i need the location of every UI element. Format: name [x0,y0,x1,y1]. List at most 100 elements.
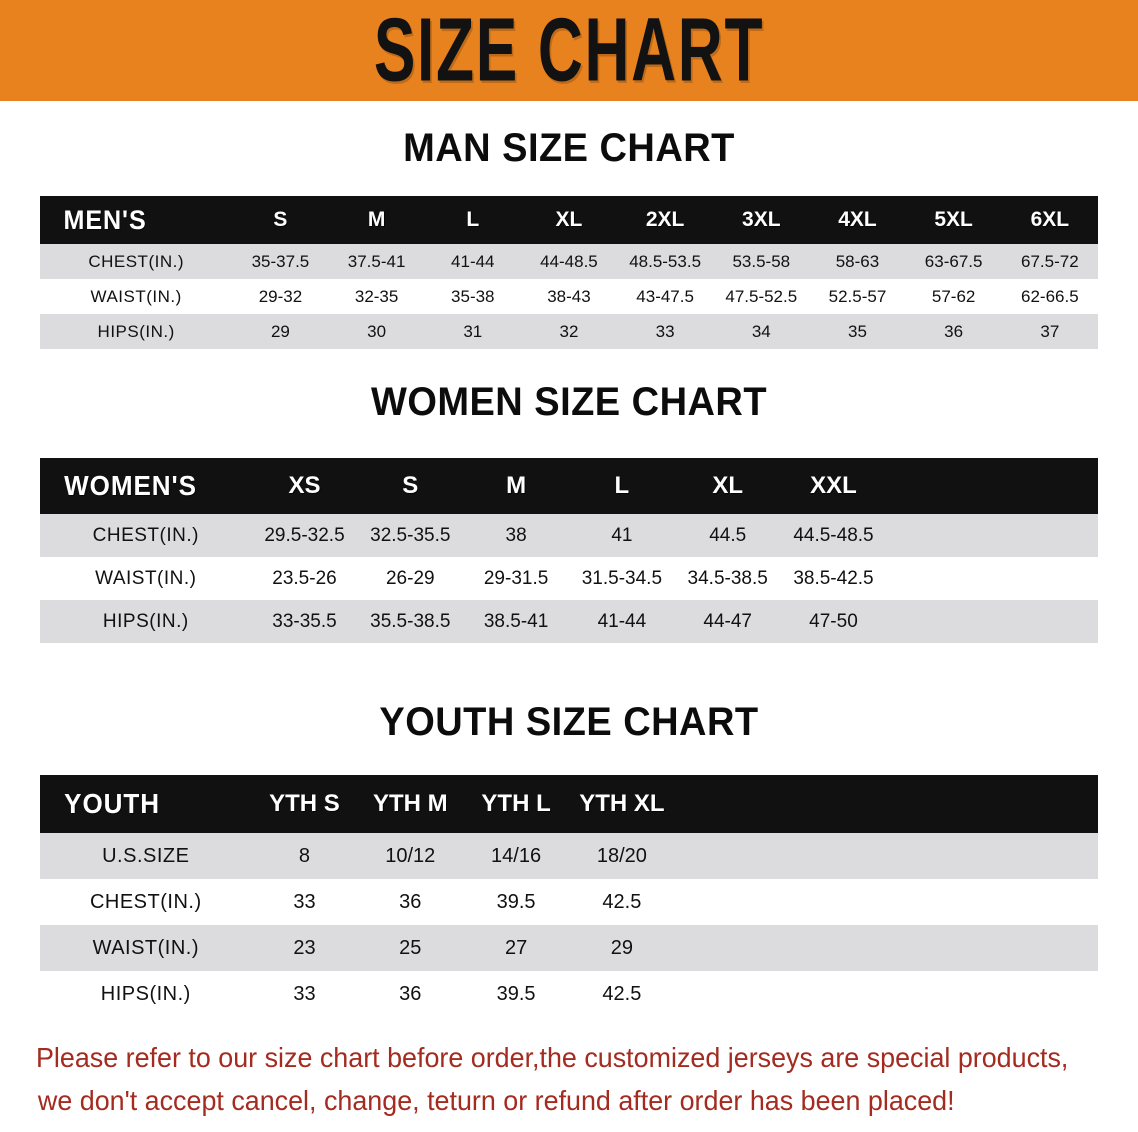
man-table-body: CHEST(IN.) 35-37.5 37.5-41 41-44 44-48.5 48.5… [40,244,1098,349]
men-measurement-cell: 32 [559,321,579,341]
women-measurement-cell: 38 [505,524,527,546]
men-measurement-cell: 33 [655,321,675,341]
men-measurement-cell: 29 [270,321,290,341]
men-measurement-cell: 32-35 [354,286,399,306]
youth-measurement-cell: 14/16 [491,844,542,867]
youth-size-header: YTH L [481,790,551,817]
women-measurement-cell: 44-47 [703,610,752,632]
youth-table-row: HIPS(IN.) 33 36 39.5 42.5 [40,971,1098,1017]
women-measurement-cell: 47-50 [809,610,858,632]
women-measurement-cell: 26-29 [385,567,435,589]
youth-measurement-cell-empty [992,879,1098,925]
men-measurement-cell: 41-44 [451,251,495,271]
page-banner: SIZE CHART [0,0,1138,101]
youth-row-label: HIPS(IN.) [100,982,191,1005]
men-measurement-cell: 48.5-53.5 [629,251,702,271]
men-measurement-cell: 57-62 [931,286,976,306]
men-row-label: HIPS(IN.) [97,321,175,341]
youth-measurement-cell-empty [886,925,992,971]
youth-size-header-empty [992,775,1098,833]
youth-size-header: YTH M [372,790,448,817]
men-measurement-cell: 35 [848,321,867,341]
women-measurement-cell-empty [992,514,1098,557]
women-measurement-cell: 29-31.5 [483,567,549,589]
man-table-head: MEN'S S M L XL 2XL 3XL 4XL 5XL 6XL [40,196,1098,244]
men-table-row: HIPS(IN.) 29 30 31 32 33 34 35 36 37 [40,314,1098,349]
women-size-header-empty [992,458,1098,514]
man-size-table: MEN'S S M L XL 2XL 3XL 4XL 5XL 6XL CHEST(IN.) 35-3… [40,196,1098,349]
men-size-header: S [273,208,288,231]
men-row-label: CHEST(IN.) [88,251,184,271]
youth-table-corner-label: YOUTH [64,788,160,819]
men-measurement-cell: 30 [367,321,387,341]
men-measurement-cell: 35-37.5 [251,251,310,271]
youth-measurement-cell-empty [886,879,992,925]
women-measurement-cell: 44.5 [709,524,747,546]
youth-measurement-cell-empty [886,833,992,879]
women-measurement-cell-empty [992,557,1098,600]
youth-measurement-cell: 39.5 [496,890,536,913]
youth-table-head: YOUTH YTH S YTH M YTH L YTH XL [40,775,1098,833]
men-row-label: WAIST(IN.) [90,286,182,306]
women-measurement-cell-empty [992,600,1098,643]
women-measurement-cell: 29.5-32.5 [264,524,345,546]
women-section-title: WOMEN SIZE CHART [370,380,768,424]
youth-measurement-cell: 33 [293,890,316,913]
men-measurement-cell: 31 [463,321,483,341]
men-measurement-cell: 37 [1040,321,1060,341]
order-policy-disclaimer: Please refer to our size chart before or… [36,1036,1069,1123]
men-measurement-cell: 36 [944,321,964,341]
women-size-header: XS [288,472,321,499]
women-measurement-cell: 41 [611,524,633,546]
youth-section-title: YOUTH SIZE CHART [379,700,759,744]
women-table-body: CHEST(IN.) 29.5-32.5 32.5-35.5 38 41 44.5 44.5… [40,514,1098,643]
youth-measurement-cell: 36 [399,890,422,913]
youth-size-header: YTH S [269,790,340,817]
youth-row-label: U.S.SIZE [102,844,190,867]
women-measurement-cell: 41-44 [597,610,647,632]
disclaimer-line-1: Please refer to our size chart before or… [36,1042,1069,1073]
youth-measurement-cell: 29 [610,936,633,959]
men-size-header: 3XL [742,208,781,231]
youth-measurement-cell: 8 [298,844,311,867]
banner-title: SIZE CHART [373,0,765,101]
women-measurement-cell: 34.5-38.5 [687,567,768,589]
man-header-row: MEN'S S M L XL 2XL 3XL 4XL 5XL 6XL [40,196,1098,244]
youth-measurement-cell: 23 [293,936,316,959]
youth-measurement-cell: 10/12 [385,844,436,867]
men-size-header: 4XL [838,208,877,231]
men-measurement-cell: 43-47.5 [636,286,694,306]
men-measurement-cell: 35-38 [451,286,495,306]
women-measurement-cell: 32.5-35.5 [370,524,451,546]
youth-measurement-cell: 27 [504,936,528,959]
youth-table-row: WAIST(IN.) 23 25 27 29 [40,925,1098,971]
women-header-row: WOMEN'S XS S M L XL XXL [40,458,1098,514]
youth-measurement-cell-empty [675,833,781,879]
women-size-header: M [506,472,527,499]
men-size-header: 2XL [645,208,685,231]
men-measurement-cell: 34 [751,321,771,341]
youth-row-label: CHEST(IN.) [89,890,202,913]
youth-size-header-empty [675,775,781,833]
men-size-header: L [466,208,480,231]
youth-measurement-cell: 39.5 [496,982,536,1005]
youth-measurement-cell-empty [781,833,887,879]
youth-measurement-cell: 18/20 [596,844,647,867]
men-table-row: CHEST(IN.) 35-37.5 37.5-41 41-44 44-48.5 48.5… [40,244,1098,279]
women-measurement-cell: 23.5-26 [272,567,337,589]
women-table-row: HIPS(IN.) 33-35.5 35.5-38.5 38.5-41 41-44 44-… [40,600,1098,643]
women-table-corner-label: WOMEN'S [64,470,197,501]
women-measurement-cell-empty [886,557,992,600]
women-measurement-cell: 38.5-42.5 [793,567,874,589]
youth-measurement-cell-empty [886,971,992,1017]
youth-table-row: CHEST(IN.) 33 36 39.5 42.5 [40,879,1098,925]
youth-measurement-cell-empty [781,879,887,925]
women-size-table: WOMEN'S XS S M L XL XXL CHEST(IN.) 29.5-32.5 32.… [40,458,1098,643]
women-measurement-cell: 31.5-34.5 [581,567,663,589]
man-section-title: MAN SIZE CHART [403,126,735,170]
men-table-corner-label: MEN'S [63,204,147,235]
youth-measurement-cell: 42.5 [602,982,642,1005]
men-measurement-cell: 47.5-52.5 [725,286,798,306]
youth-measurement-cell-empty [675,925,781,971]
